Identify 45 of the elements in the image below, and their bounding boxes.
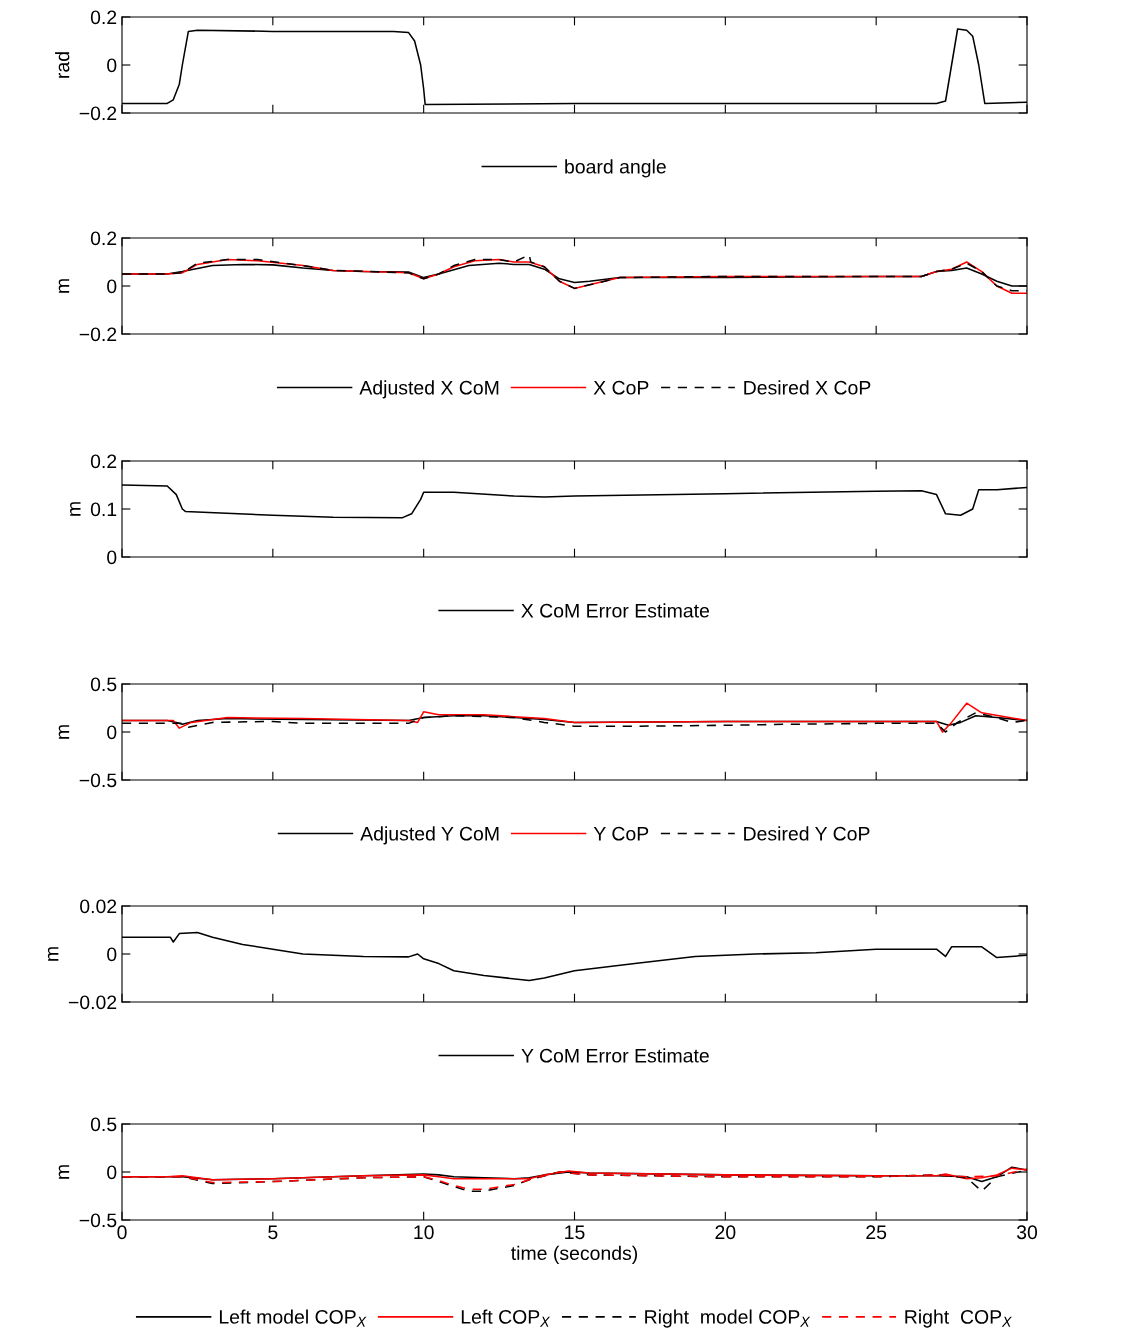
y-axis-title: m: [58, 279, 70, 293]
y-tick-label: 0.1: [90, 502, 117, 517]
x-tick-label: 15: [565, 1225, 585, 1240]
y-tick-label: 0: [107, 58, 117, 73]
y-tick-label: 0.5: [90, 677, 117, 692]
legend-label: Desired X CoP: [744, 380, 871, 395]
legend-label: Left model COP$_{X}$: [219, 1309, 367, 1327]
y-axis-title: m: [70, 502, 81, 516]
legend-label: Y CoP: [593, 826, 649, 841]
y-tick-label: −0.2: [79, 106, 117, 121]
legend-label: Left COP$_{X}$: [461, 1309, 550, 1327]
y-tick-label: −0.5: [79, 773, 117, 788]
x-tick-label: 30: [1016, 1225, 1038, 1240]
legend-label: Desired Y CoP: [744, 826, 870, 841]
y-axis-title: m: [47, 947, 59, 961]
legend-label: Adjusted X CoM: [359, 380, 499, 399]
y-tick-label: 0: [107, 947, 117, 962]
legend-label: Adjusted Y CoM: [360, 826, 499, 845]
y-axis-title: rad: [55, 52, 70, 78]
y-tick-label: 0.2: [90, 454, 117, 469]
y-tick-label: 0: [107, 550, 117, 565]
y-tick-label: 0: [107, 725, 117, 740]
x-tick-label: 20: [715, 1225, 736, 1240]
legend-label: Y CoM Error Estimate: [521, 1048, 709, 1063]
y-tick-label: 0.2: [90, 231, 117, 246]
legend-label: Right model COP$_{X}$: [645, 1309, 811, 1328]
x-tick-label: 25: [866, 1225, 887, 1240]
y-tick-label: 0.2: [90, 10, 117, 25]
y-tick-label: 0: [107, 1165, 117, 1180]
y-tick-label: 0: [107, 279, 117, 294]
y-axis-title: m: [58, 725, 70, 739]
y-tick-label: 0.02: [80, 899, 117, 914]
x-axis-title: time (seconds): [511, 1245, 638, 1264]
y-tick-label: −0.2: [79, 327, 117, 342]
legend-label: Right COP$_{X}$: [905, 1309, 1012, 1328]
y-axis-title: m: [58, 1165, 70, 1179]
x-tick-label: 5: [268, 1225, 278, 1240]
legend-label: X CoM Error Estimate: [521, 603, 710, 618]
y-tick-label: −0.02: [68, 995, 117, 1010]
legend-label: X CoP: [593, 380, 649, 395]
x-tick-label: 10: [414, 1225, 434, 1240]
y-tick-label: 0.5: [90, 1117, 117, 1132]
legend-label: board angle: [565, 159, 666, 178]
y-tick-label: −0.5: [79, 1213, 117, 1228]
x-tick-label: 0: [117, 1225, 127, 1240]
